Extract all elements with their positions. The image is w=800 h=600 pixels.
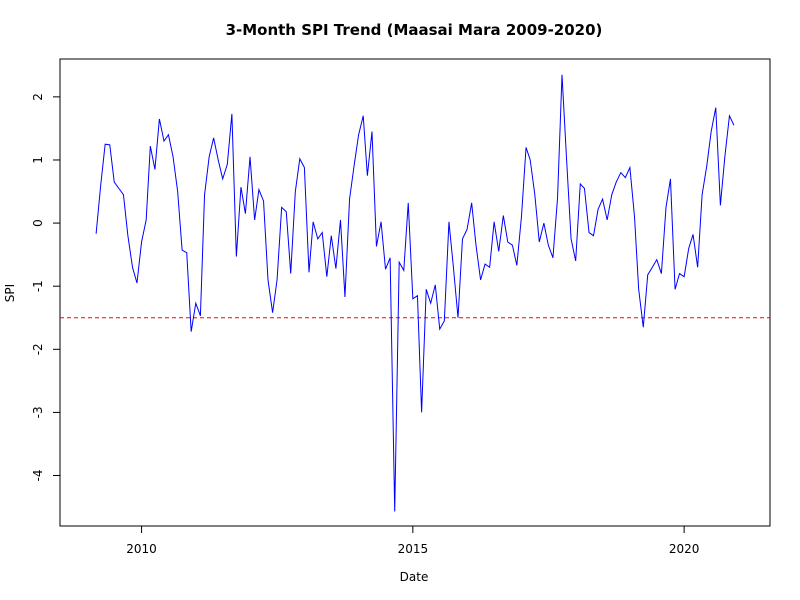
x-axis-label: Date <box>400 570 429 584</box>
plot-frame <box>59 58 771 527</box>
x-tick-label: 2015 <box>398 542 429 556</box>
y-tick-label: 2 <box>31 93 45 101</box>
y-axis: 2 1 0 -1 -2 -3 -4 <box>31 93 60 481</box>
y-tick-label: -4 <box>31 470 45 482</box>
chart-title: 3-Month SPI Trend (Maasai Mara 2009-2020… <box>226 21 603 39</box>
y-tick-label: 1 <box>31 156 45 164</box>
y-axis-label: SPI <box>3 284 17 302</box>
x-tick-label: 2020 <box>669 542 700 556</box>
y-tick-label: 0 <box>31 219 45 227</box>
y-tick-label: -1 <box>31 280 45 292</box>
x-axis: 2010 2015 2020 <box>126 526 699 556</box>
y-tick-label: -2 <box>31 343 45 355</box>
y-tick-label: -3 <box>31 406 45 418</box>
spi-series <box>95 74 735 512</box>
x-tick-label: 2010 <box>126 542 157 556</box>
spi-series-line <box>95 74 735 512</box>
